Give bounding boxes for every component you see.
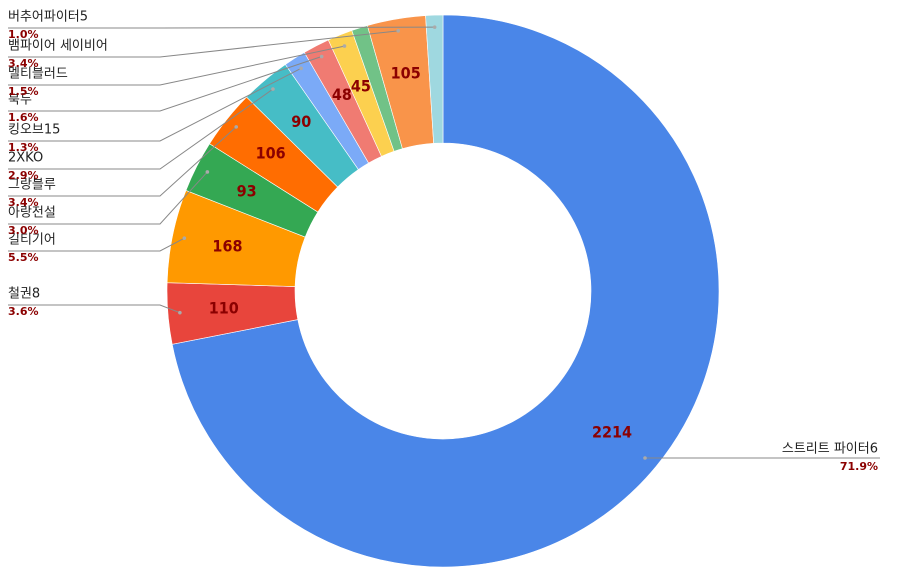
legend-name: 길티기어: [8, 233, 56, 248]
percent-label: 71.9%: [840, 460, 878, 473]
leader-line: [8, 126, 237, 197]
legend-name: 2XKO: [8, 151, 43, 166]
value-label: 110: [209, 299, 239, 318]
leader-line: [8, 304, 181, 314]
leader-dot: [319, 54, 324, 59]
legend-name: 북두: [8, 93, 32, 108]
leader-line: [8, 171, 208, 225]
percent-label: 3.0%: [8, 224, 39, 237]
legend-name: 철권8: [8, 287, 40, 302]
leader-line: [8, 26, 435, 29]
value-label: 45: [351, 76, 371, 95]
value-label: 90: [291, 112, 311, 131]
leader-dot: [342, 44, 347, 48]
leader-dot: [178, 310, 182, 315]
leader-line: [8, 67, 302, 142]
leader-line: [8, 88, 274, 170]
value-label: 48: [332, 85, 352, 104]
slice: [425, 14, 444, 144]
percent-label: 1.6%: [8, 111, 39, 124]
value-label: 2214: [592, 423, 632, 442]
leader-dot: [432, 25, 437, 29]
legend-name: 아랑전설: [8, 206, 56, 221]
value-label: 93: [237, 181, 257, 200]
percent-label: 3.6%: [8, 305, 39, 318]
leader-dot: [299, 66, 303, 71]
percent-label: 5.5%: [8, 251, 39, 264]
leader-dot: [182, 236, 187, 240]
leader-dot: [396, 29, 401, 33]
slice: [171, 14, 720, 568]
leader-dot: [234, 125, 239, 129]
percent-label: 3.4%: [8, 196, 39, 209]
leader-line: [8, 237, 185, 252]
percent-label: 3.4%: [8, 57, 39, 70]
legend-name: 뱀파이어 세이비어: [8, 39, 108, 54]
leader-dot: [643, 456, 647, 460]
leader-line: [8, 45, 345, 86]
percent-label: 2.9%: [8, 169, 39, 182]
legend-name: 그랑블루: [8, 178, 56, 193]
legend-name: 멜티블러드: [8, 67, 68, 82]
value-label: 168: [212, 236, 242, 255]
leader-line: [8, 56, 322, 112]
value-label: 106: [256, 144, 286, 163]
percent-label: 1.0%: [8, 28, 39, 41]
percent-label: 1.3%: [8, 141, 39, 154]
leader-dot: [271, 87, 275, 91]
legend-name: 버추어파이터5: [8, 10, 88, 25]
value-label: 105: [391, 64, 421, 83]
legend-name: 스트리트 파이터6: [782, 442, 878, 457]
legend-name: 킹오브15: [8, 123, 60, 138]
leader-line: [8, 30, 399, 58]
percent-label: 1.5%: [8, 85, 39, 98]
leader-dot: [205, 170, 210, 174]
